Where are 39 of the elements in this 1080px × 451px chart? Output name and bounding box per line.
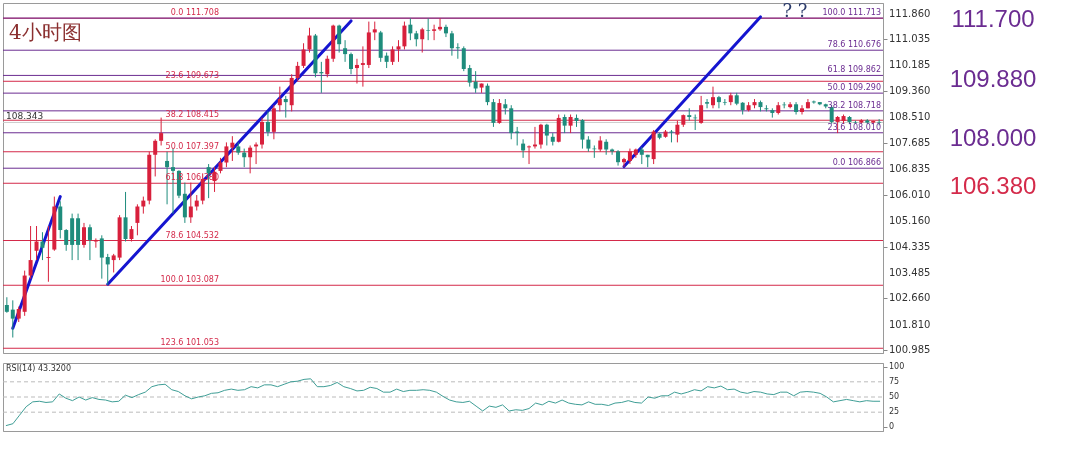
ref-line-label: 61.8 109.862: [827, 65, 881, 75]
y-tick-label: 101.810: [889, 318, 931, 330]
text: 108.000: [949, 124, 1037, 151]
y-tick-label: 106.010: [889, 188, 931, 200]
y-tick-label: 111.035: [889, 33, 931, 45]
text: 106.380: [949, 172, 1037, 199]
ref-line-label: 100.0 103.087: [160, 275, 219, 285]
y-tick-label: 50: [889, 392, 900, 401]
ref-line-label: 50.0 109.290: [827, 83, 881, 93]
chart-title: RSI(14) 43.3200: [6, 364, 72, 373]
y-tick-label: 100.985: [889, 344, 931, 356]
y-tick-label: 102.660: [889, 292, 931, 304]
ref-line-label: 50.0 107.397: [165, 141, 219, 151]
y-tick-label: 104.335: [889, 240, 931, 252]
y-tick-label: 103.485: [889, 266, 931, 278]
annotation: ? ?: [782, 0, 808, 21]
y-tick-label: 0: [889, 422, 895, 432]
text: 109.880: [949, 65, 1037, 92]
y-tick-label: 100: [889, 361, 905, 371]
ref-line-label: 108.343: [6, 111, 44, 122]
y-tick-label: 106.835: [889, 163, 931, 175]
y-tick-label: 107.685: [889, 136, 931, 148]
y-tick-label: 75: [889, 376, 900, 386]
ref-line-label: 78.6 110.676: [827, 40, 881, 50]
text: 4小时图: [9, 20, 82, 44]
ref-line-label: 38.2 108.415: [165, 110, 219, 120]
ref-line-label: 123.6 101.053: [160, 338, 219, 348]
text: 111.700: [951, 5, 1035, 32]
y-tick-label: 105.160: [889, 215, 931, 227]
y-tick-label: 108.510: [889, 111, 931, 123]
ref-line-label: 0.0 106.866: [832, 158, 881, 168]
ref-line-label: 38.2 108.718: [827, 100, 881, 110]
y-tick-label: 25: [889, 407, 900, 417]
y-tick-label: 111.860: [889, 7, 931, 19]
y-tick-label: 109.360: [889, 84, 931, 96]
ref-line-label: 78.6 104.532: [165, 230, 219, 240]
ref-line-label: 0.0 111.708: [170, 8, 219, 18]
y-tick-label: 110.185: [889, 59, 931, 71]
ref-line-label: 100.0 111.713: [822, 8, 881, 18]
